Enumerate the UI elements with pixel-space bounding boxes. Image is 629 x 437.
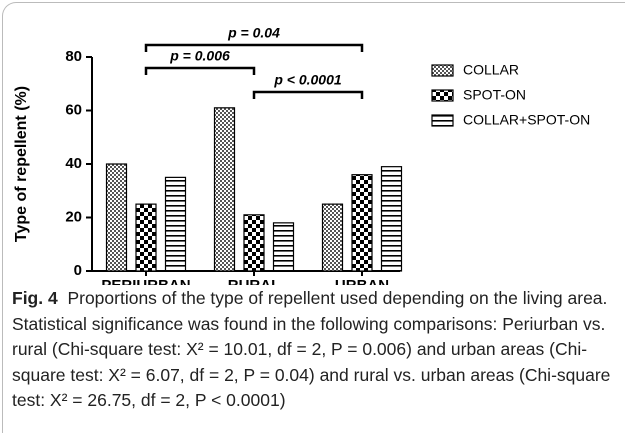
x-tick-label: RURAL [228,277,281,285]
annotation: p = 0.006 [169,48,230,64]
y-tick-label: 0 [74,262,82,279]
caption: Fig. 4 Proportions of the type of repell… [12,286,618,414]
bar [164,176,187,272]
y-tick-label: 20 [65,208,82,225]
legend-label: COLLAR [463,62,519,78]
bar [135,203,157,272]
legend-swatch [431,114,454,127]
y-tick-label: 40 [65,155,82,172]
x-tick-label: URBAN [335,277,389,285]
significance-bracket [252,90,364,99]
bar [380,166,403,272]
legend-swatch [431,89,454,102]
bar [321,203,344,272]
bar [105,163,128,272]
significance-bracket [144,43,364,52]
y-tick-label: 60 [65,101,82,118]
figure-frame [2,2,625,433]
legend-label: COLLAR+SPOT-ON [463,112,590,128]
chart: Type of repellent (%) 0 20 40 60 80 PERIURBAN… [13,25,590,285]
bar [243,214,265,272]
bar [351,174,373,272]
legend-swatch [431,64,454,77]
caption-text: Proportions of the type of repellent use… [12,288,611,410]
legend-label: SPOT-ON [463,87,526,103]
annotation: p < 0.0001 [273,72,342,88]
x-tick-label: PERIURBAN [101,277,190,285]
y-axis-label: Type of repellent (%) [13,86,30,242]
caption-label: Fig. 4 [12,288,58,308]
y-tick-label: 80 [65,48,82,65]
bar [213,107,236,272]
bar [272,222,295,272]
significance-bracket [144,66,256,75]
annotation: p = 0.04 [227,25,280,41]
